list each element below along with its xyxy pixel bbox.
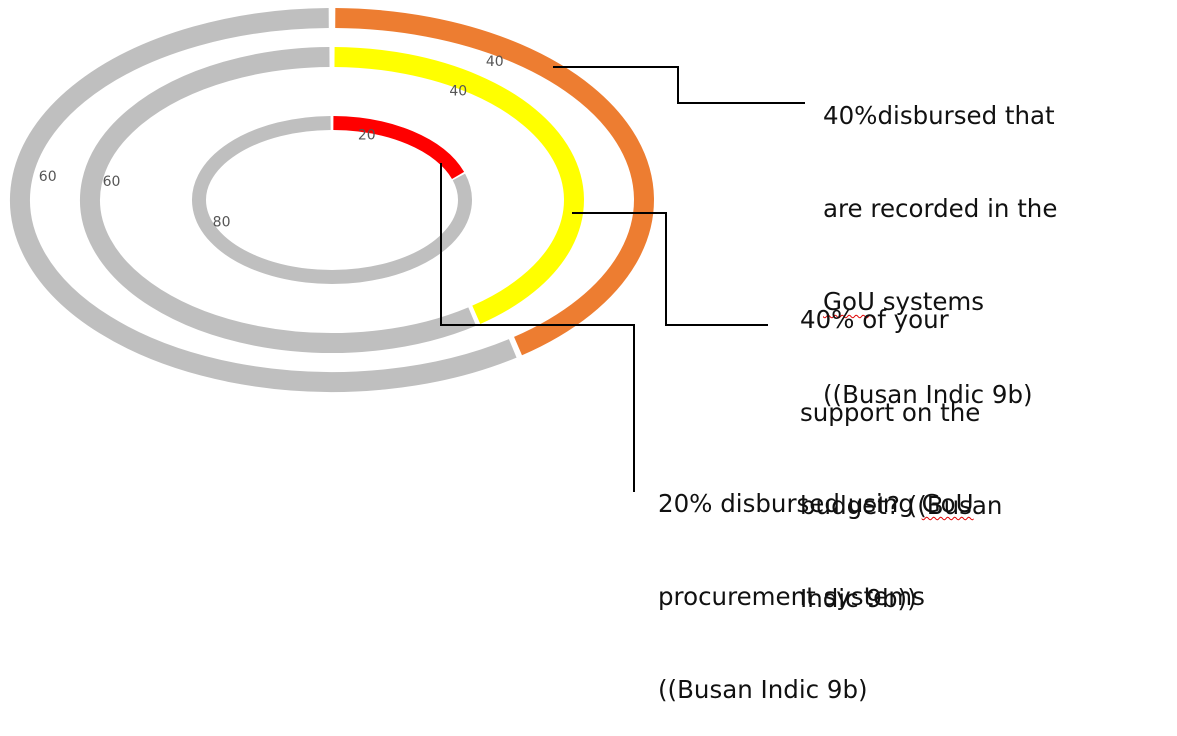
inner-ring-segment-20 [333, 116, 465, 180]
callout-yellow-line-3: budget? ((Busan [800, 491, 1003, 520]
leader-line-yellow [572, 212, 768, 326]
callout-yellow-line-2: support on the [800, 398, 981, 427]
outer-ring-value-label-60: 60 [39, 169, 57, 185]
middle-ring-value-label-60: 60 [103, 174, 121, 190]
callout-red-line-3: ((Busan Indic 9b) [658, 675, 868, 704]
callout-red-line-2: procurement systems [658, 582, 925, 611]
callout-orange-line-1: 40%disbursed that [823, 101, 1055, 130]
chart-value-labels: 40 60 40 60 20 80 [39, 54, 504, 231]
inner-ring-value-label-20: 20 [358, 127, 376, 143]
leader-line-orange [553, 66, 805, 104]
outer-ring-value-label-40: 40 [486, 54, 504, 70]
inner-ring-value-label-80: 80 [213, 215, 231, 231]
callout-yellow-line-1: 40% of your [800, 305, 949, 334]
callout-orange-ring: 40%disbursed that are recorded in the Go… [823, 38, 1057, 441]
leader-line-red [440, 163, 635, 492]
callout-red-line-1: 20% disbursed using GoU [658, 489, 974, 518]
outer-ring-segment-60 [10, 8, 517, 392]
callout-red-ring: 20% disbursed using GoU procurement syst… [658, 426, 974, 736]
callout-orange-line-4: ((Busan Indic 9b) [823, 380, 1033, 409]
outer-ring-segment-40 [335, 8, 654, 356]
callout-orange-line-3: GoU systems [823, 287, 985, 316]
middle-ring-segment-60 [80, 47, 477, 353]
chart-rings [10, 8, 654, 392]
middle-ring-segment-40 [334, 47, 584, 324]
doughnut-chart: 40 60 40 60 20 80 [10, 8, 805, 492]
inner-ring-segment-80 [192, 116, 472, 284]
middle-ring-value-label-40: 40 [449, 84, 467, 100]
callout-orange-line-2: are recorded in the [823, 194, 1058, 223]
callout-leader-lines [440, 66, 805, 492]
